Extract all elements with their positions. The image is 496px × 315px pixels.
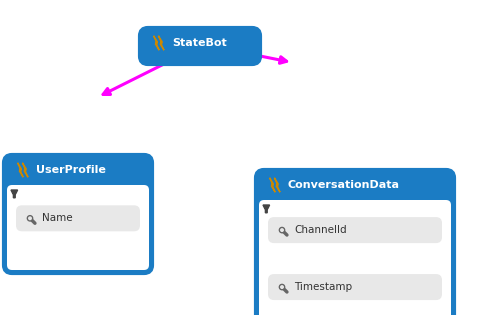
Circle shape [281,229,283,231]
FancyBboxPatch shape [16,205,140,231]
Polygon shape [158,36,164,50]
Circle shape [279,227,285,233]
FancyBboxPatch shape [256,170,454,315]
FancyBboxPatch shape [140,28,260,64]
Polygon shape [17,163,23,177]
FancyBboxPatch shape [7,185,149,270]
Text: Name: Name [42,213,72,223]
Polygon shape [154,36,159,50]
FancyBboxPatch shape [259,200,451,315]
FancyBboxPatch shape [4,155,152,273]
Polygon shape [11,190,17,198]
Polygon shape [274,178,280,192]
Text: StateBot: StateBot [172,38,227,48]
Polygon shape [263,205,270,213]
Text: ConversationData: ConversationData [288,180,400,190]
FancyBboxPatch shape [268,274,442,300]
Text: UserProfile: UserProfile [36,165,106,175]
Circle shape [27,216,33,221]
Circle shape [279,284,285,290]
Polygon shape [22,163,28,177]
Circle shape [29,217,31,220]
Text: Timestamp: Timestamp [294,282,352,292]
Polygon shape [270,178,275,192]
FancyBboxPatch shape [268,217,442,243]
Circle shape [281,286,283,288]
Text: ChannelId: ChannelId [294,225,347,235]
